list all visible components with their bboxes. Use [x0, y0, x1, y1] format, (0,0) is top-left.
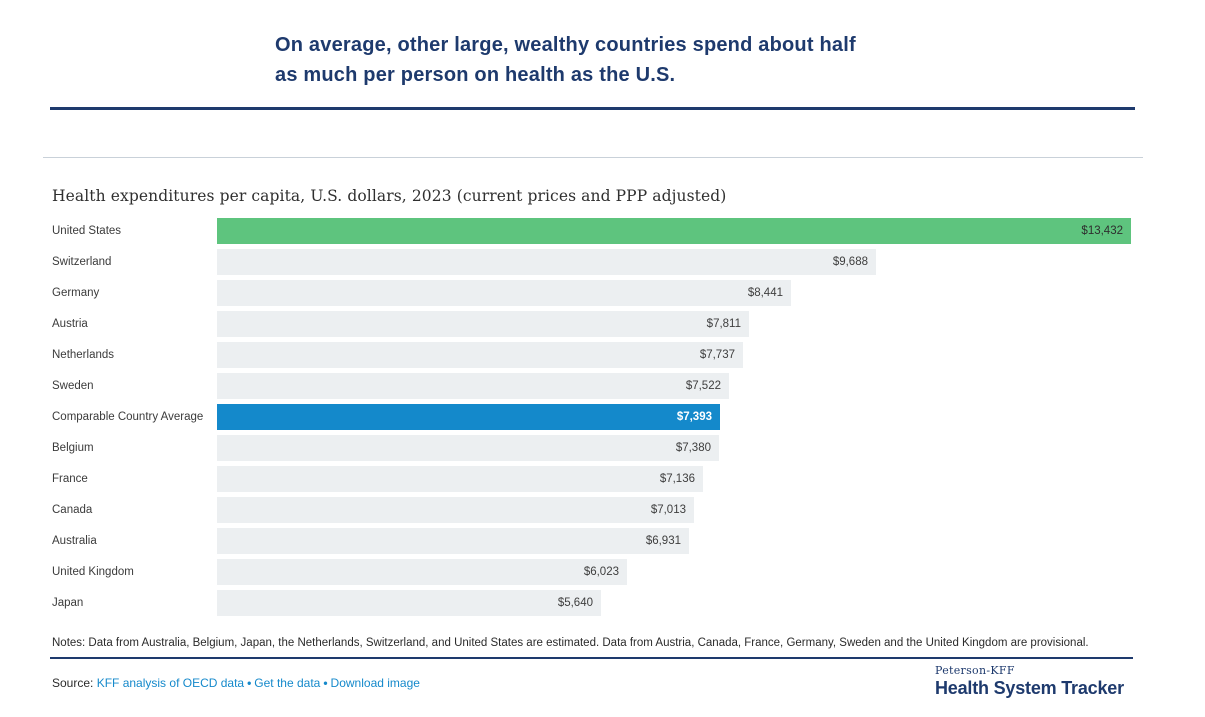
download-image-link[interactable]: Download image	[330, 676, 420, 690]
chart-row: Sweden $7,522	[52, 373, 1131, 399]
chart-row: United Kingdom $6,023	[52, 559, 1131, 585]
country-label: Netherlands	[52, 349, 115, 361]
bar-track: $7,013	[217, 497, 1131, 523]
country-label: Sweden	[52, 380, 94, 392]
chart-row: Japan $5,640	[52, 590, 1131, 616]
bar-track: $9,688	[217, 249, 1131, 275]
bullet-separator: •	[323, 676, 328, 690]
bar: $7,737	[217, 342, 743, 368]
bar: $13,432	[217, 218, 1131, 244]
title-divider-rule	[50, 107, 1135, 110]
bar: $7,013	[217, 497, 694, 523]
country-label: Belgium	[52, 442, 94, 454]
logo-peterson-kff: Peterson-KFF	[935, 664, 1015, 677]
page-title-line-1: On average, other large, wealthy countri…	[275, 34, 856, 56]
bar-value-label: $6,023	[583, 566, 619, 578]
bar: $6,931	[217, 528, 689, 554]
bar-track: $7,380	[217, 435, 1131, 461]
chart-row: Switzerland $9,688	[52, 249, 1131, 275]
bar: $7,136	[217, 466, 703, 492]
bar-value-label: $9,688	[832, 256, 868, 268]
bar: $5,640	[217, 590, 601, 616]
source-label: Source:	[52, 676, 94, 690]
chart-row: Germany $8,441	[52, 280, 1131, 306]
country-label: Australia	[52, 535, 97, 547]
bar-track: $8,441	[217, 280, 1131, 306]
chart-row: France $7,136	[52, 466, 1131, 492]
country-label: Germany	[52, 287, 100, 299]
bar: $7,811	[217, 311, 749, 337]
bar-value-label: $7,380	[675, 442, 711, 454]
bar-value-label: $5,640	[557, 597, 593, 609]
chart-title: Health expenditures per capita, U.S. dol…	[52, 187, 727, 205]
bar: $8,441	[217, 280, 791, 306]
bar-value-label: $7,737	[699, 349, 735, 361]
chart-row: Australia $6,931	[52, 528, 1131, 554]
chart-row: Canada $7,013	[52, 497, 1131, 523]
country-label: Japan	[52, 597, 84, 609]
bar-track: $7,737	[217, 342, 1131, 368]
bar-track: $7,136	[217, 466, 1131, 492]
bar-value-label: $6,931	[645, 535, 681, 547]
logo-health-system-tracker: Health System Tracker	[935, 678, 1124, 698]
bar-track: $6,931	[217, 528, 1131, 554]
country-label: Switzerland	[52, 256, 112, 268]
bar: $6,023	[217, 559, 627, 585]
country-label: United States	[52, 225, 122, 237]
country-label: Comparable Country Average	[52, 411, 204, 423]
bar-value-label: $7,013	[650, 504, 686, 516]
bar-chart: United States $13,432 Switzerland $9,688…	[52, 218, 1131, 621]
bullet-separator: •	[247, 676, 252, 690]
page-title-line-2: as much per person on health as the U.S.	[275, 64, 676, 86]
bar: $9,688	[217, 249, 876, 275]
bar-track: $7,522	[217, 373, 1131, 399]
source-link-kff-analysis[interactable]: KFF analysis of OECD data	[96, 676, 245, 690]
section-divider-rule	[43, 157, 1143, 158]
bar-track: $7,811	[217, 311, 1131, 337]
health-system-tracker-logo: Peterson-KFF Health System Tracker	[935, 664, 1135, 699]
bar-value-label: $7,393	[676, 411, 712, 423]
bar-track: $7,393	[217, 404, 1131, 430]
bar-track: $5,640	[217, 590, 1131, 616]
bar-value-label: $13,432	[1081, 225, 1123, 237]
chart-row: Netherlands $7,737	[52, 342, 1131, 368]
chart-row: Austria $7,811	[52, 311, 1131, 337]
chart-row: Belgium $7,380	[52, 435, 1131, 461]
bar-value-label: $7,811	[706, 318, 741, 330]
bar-value-label: $7,522	[685, 380, 721, 392]
bar-track: $6,023	[217, 559, 1131, 585]
bar: $7,393	[217, 404, 720, 430]
bar-value-label: $7,136	[659, 473, 695, 485]
bar: $7,522	[217, 373, 729, 399]
source-line: Source: KFF analysis of OECD data • Get th…	[52, 676, 420, 690]
country-label: Canada	[52, 504, 93, 516]
notes-text: Notes: Data from Australia, Belgium, Jap…	[52, 637, 1089, 649]
bar: $7,380	[217, 435, 719, 461]
chart-row: United States $13,432	[52, 218, 1131, 244]
country-label: United Kingdom	[52, 566, 134, 578]
country-label: France	[52, 473, 88, 485]
page-title: On average, other large, wealthy countri…	[275, 30, 856, 90]
bar-track: $13,432	[217, 218, 1131, 244]
footer-divider-rule	[50, 657, 1133, 659]
get-the-data-link[interactable]: Get the data	[254, 676, 321, 690]
country-label: Austria	[52, 318, 88, 330]
bar-value-label: $8,441	[747, 287, 783, 299]
chart-row: Comparable Country Average $7,393	[52, 404, 1131, 430]
